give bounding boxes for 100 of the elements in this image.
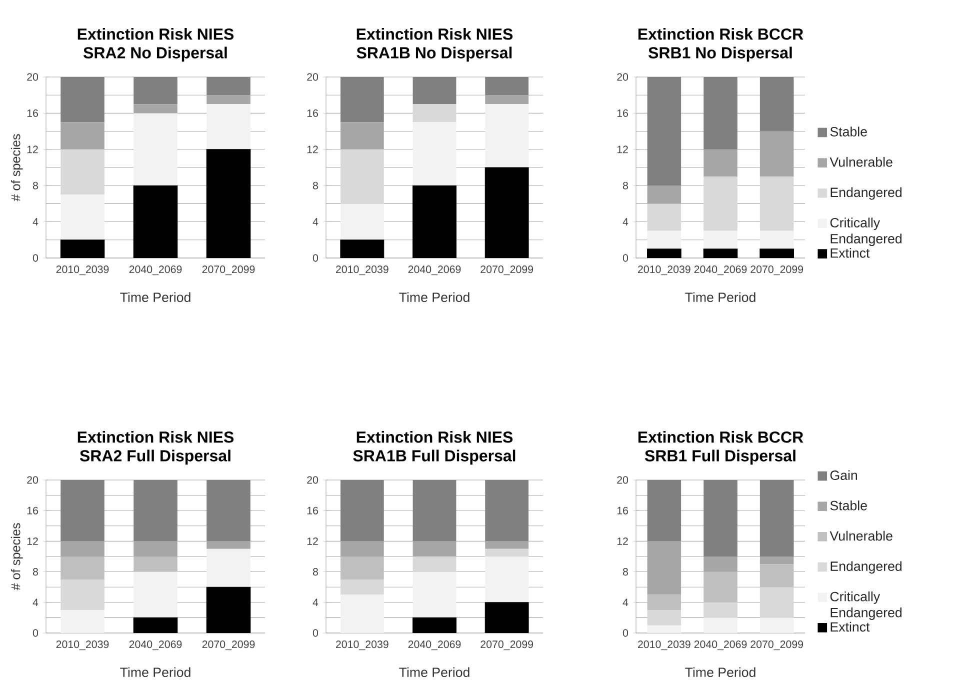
bar <box>485 480 529 542</box>
bar <box>60 76 104 122</box>
legend-label: Endangered <box>830 561 902 574</box>
x-tick-label: 2010_2039 <box>638 640 690 650</box>
y-tick-label: 0 <box>32 629 38 637</box>
bar <box>647 204 682 231</box>
y-tick-label: 12 <box>307 146 318 154</box>
bar <box>60 122 104 150</box>
bar <box>340 204 384 240</box>
chart-subtitle: SRA2 No Dispersal <box>83 46 227 62</box>
y-tick-label: 8 <box>622 568 628 576</box>
y-tick-label: 16 <box>617 506 628 514</box>
bar <box>760 76 794 132</box>
x-tick-label: 2070_2099 <box>202 266 255 276</box>
chart-title: Extinction Risk BCCR <box>638 28 804 40</box>
x-axis-title: Time Period <box>399 667 470 678</box>
y-tick-label: 20 <box>27 476 38 484</box>
bar <box>134 541 178 556</box>
bar <box>647 610 682 626</box>
bar <box>60 610 104 633</box>
chart-title: Extinction Risk NIES <box>78 431 234 443</box>
x-tick-label: 2010_2039 <box>56 640 109 650</box>
y-tick-label: 12 <box>307 537 318 545</box>
bar <box>704 230 738 249</box>
bar <box>206 76 250 96</box>
y-axis-title: # of species <box>10 523 23 590</box>
bar <box>340 149 384 204</box>
y-tick-label: 12 <box>27 537 38 545</box>
y-tick-label: 0 <box>32 254 38 262</box>
x-tick-label: 2070_2099 <box>750 640 803 650</box>
bar <box>760 131 794 177</box>
y-tick-label: 8 <box>312 182 318 190</box>
y-tick-label: 20 <box>27 73 38 81</box>
bar <box>485 556 529 602</box>
bar <box>412 480 456 542</box>
bar <box>485 541 529 549</box>
bar <box>340 579 384 595</box>
bar <box>760 618 794 633</box>
y-tick-label: 4 <box>622 598 628 606</box>
y-tick-label: 12 <box>617 146 628 154</box>
y-tick-label: 4 <box>32 598 38 606</box>
x-axis-title: Time Period <box>399 292 470 302</box>
bar <box>647 230 682 249</box>
y-tick-label: 4 <box>312 218 318 226</box>
bar <box>60 480 104 542</box>
bar <box>60 579 104 610</box>
y-tick-label: 16 <box>27 506 38 514</box>
x-tick-label: 2010_2039 <box>336 640 388 650</box>
bar <box>60 194 104 240</box>
bar <box>340 480 384 542</box>
legend-label: Stable <box>830 500 867 510</box>
bar <box>704 556 738 572</box>
bar <box>412 76 456 104</box>
chart-title: Extinction Risk NIES <box>356 431 513 443</box>
y-tick-label: 4 <box>32 218 38 226</box>
bar <box>485 104 529 168</box>
x-tick-label: 2070_2099 <box>480 266 534 276</box>
bar <box>60 556 104 580</box>
legend-label: Vulnerable <box>830 530 892 541</box>
x-axis-title: Time Period <box>685 667 756 678</box>
x-tick-label: 2010_2039 <box>336 266 388 276</box>
bar <box>704 618 738 633</box>
bar <box>134 76 178 104</box>
y-tick-label: 0 <box>622 629 628 637</box>
x-tick-label: 2010_2039 <box>56 266 109 276</box>
x-tick-label: 2070_2099 <box>202 640 255 650</box>
bar <box>704 480 738 556</box>
x-axis-title: Time Period <box>120 292 190 302</box>
bar <box>485 76 529 96</box>
bar <box>412 122 456 186</box>
bar <box>485 548 529 556</box>
y-tick-label: 16 <box>307 109 318 117</box>
bar <box>412 541 456 556</box>
bar <box>206 480 250 542</box>
x-tick-label: 2040_2069 <box>129 640 182 650</box>
bar <box>760 556 794 564</box>
bar <box>704 572 738 602</box>
x-tick-label: 2040_2069 <box>694 640 747 650</box>
y-tick-label: 0 <box>312 629 318 637</box>
bar <box>133 185 178 258</box>
bar <box>134 113 178 186</box>
bar <box>760 176 794 231</box>
bar <box>134 572 178 618</box>
bar <box>704 149 738 177</box>
y-tick-label: 16 <box>307 506 318 514</box>
bar <box>760 564 794 588</box>
chart-subtitle: SRB1 Full Dispersal <box>644 450 796 465</box>
chart-subtitle: SRA1B Full Dispersal <box>353 450 516 465</box>
y-tick-label: 8 <box>622 182 628 190</box>
bar <box>60 240 105 258</box>
y-tick-label: 20 <box>307 476 318 484</box>
bar <box>412 104 456 122</box>
bar <box>340 76 384 122</box>
y-tick-label: 12 <box>27 146 38 154</box>
y-tick-label: 20 <box>617 73 628 81</box>
x-tick-label: 2040_2069 <box>408 266 461 276</box>
chart-subtitle: SRB1 No Dispersal <box>648 46 792 62</box>
x-axis-title: Time Period <box>120 667 190 678</box>
bar <box>647 594 682 610</box>
bar <box>134 556 178 572</box>
